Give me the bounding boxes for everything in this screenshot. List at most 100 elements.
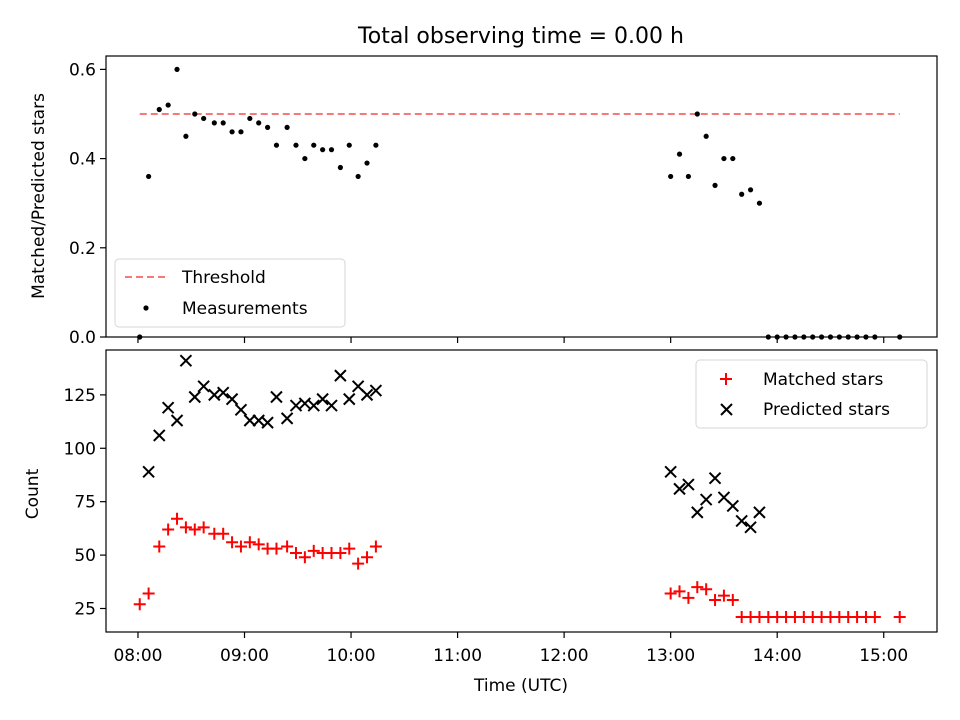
matched-star-point [171,512,184,525]
measurement-point [364,160,370,166]
bottom-legend-box [695,359,928,429]
y-tick-label: 25 [74,600,96,620]
matched-star-point [153,540,166,553]
legend-threshold-label: Threshold [181,268,266,288]
measurement-point [694,111,700,117]
bottom-panel: 25 50 75 100 125 08:00 09:00 10:00 11:00 12:00 13:… [23,349,938,696]
bottom-axes-frame [105,349,938,633]
matched-star-point [361,551,374,564]
measurement-point [730,155,736,162]
matched-star-point [289,546,302,559]
y-tick-label: 75 [74,493,96,513]
matched-star-point [709,593,722,606]
bottom-legend: Matched stars Predicted stars [695,359,928,429]
matched-star-point [234,540,247,553]
x-tick-label: 10:00 [327,646,376,666]
measurement-point [337,164,343,171]
measurement-point [668,173,674,180]
predicted-star-point [252,414,265,427]
predicted-star-point [225,392,239,406]
matched-star-point [188,523,201,536]
measurement-point [264,124,271,130]
top-y-axis-label: Matched/Predicted stars [29,93,49,299]
matched-star-point [217,527,230,540]
measurement-point [739,191,745,197]
top-axes-frame [105,55,938,338]
measurement-point [273,142,280,148]
legend-matched-label: Matched stars [763,370,883,390]
measurement-point [320,147,326,153]
matched-star-point [673,585,686,598]
y-tick-label: 50 [74,546,96,566]
predicted-star-point [298,397,312,410]
top-legend: Threshold Measurements [114,258,346,328]
matched-star-point [352,557,365,570]
measurement-point [293,142,299,148]
measurement-point [238,129,244,135]
bottom-plot-area: 25 50 75 100 125 08:00 09:00 10:00 11:00 12:00 13:… [64,354,908,666]
predicted-star-point [197,380,210,393]
measurement-point [201,115,207,122]
x-tick-label: 09:00 [220,646,269,666]
measurement-point [311,142,317,148]
predicted-star-point [699,493,713,506]
measurement-point [284,124,290,130]
predicted-star-point [343,392,356,406]
predicted-star-point [673,482,686,496]
predicted-star-point [234,403,248,417]
predicted-star-point [316,392,329,406]
measurement-point [373,142,379,148]
matched-star-point [691,581,704,594]
predicted-star-point [188,390,201,404]
x-tick-label: 12:00 [540,646,589,666]
matched-star-point [369,540,382,553]
matched-star-point [281,540,294,553]
measurement-point [676,151,683,157]
predicted-star-point [369,384,383,397]
measurement-point [355,173,361,180]
predicted-star-point [735,514,748,528]
measurement-point [712,182,718,188]
x-tick-label: 11:00 [433,646,482,666]
top-legend-box [114,258,346,328]
matched-star-point [682,591,695,604]
predicted-star-point [179,354,193,367]
matched-star-point [243,536,256,549]
matched-star-point [700,583,713,596]
measurement-point [721,155,727,162]
top-panel: Total observing time = 0.00 h 0.00.20.40… [29,24,938,348]
y-tick-label: 125 [64,386,96,406]
predicted-star-point [360,388,374,402]
predicted-star-point [261,416,274,429]
chart-title: Total observing time = 0.00 h [357,24,684,49]
x-tick-label: 15:00 [859,646,908,666]
matched-star-point [307,544,320,557]
matched-star-point [133,598,146,611]
matched-star-point [252,538,265,551]
measurement-point [256,120,262,126]
measurement-point [328,147,335,153]
bottom-y-axis-label: Count [23,468,43,519]
x-axis-label: Time (UTC) [473,676,568,696]
measurement-point [156,106,162,113]
matched-star-point [162,523,175,536]
predicted-star-point [708,471,722,485]
measurement-point [220,120,226,126]
matched-star-point [664,587,677,600]
matched-star-point [142,587,155,600]
predicted-star-point [664,465,677,478]
legend-matched-swatch [720,373,732,385]
predicted-star-point [691,506,704,519]
y-tick-label: 0.0 [69,328,96,348]
matched-star-point [179,521,192,534]
x-tick-label: 13:00 [646,646,695,666]
matched-star-point [226,536,239,549]
predicted-star-point [142,465,155,478]
matched-star-point [717,589,730,602]
matched-star-point [726,593,739,606]
legend-predicted-swatch [720,403,733,416]
matched-star-point [197,521,210,534]
legend-measurements-label: Measurements [182,299,308,319]
predicted-star-point [208,388,221,402]
